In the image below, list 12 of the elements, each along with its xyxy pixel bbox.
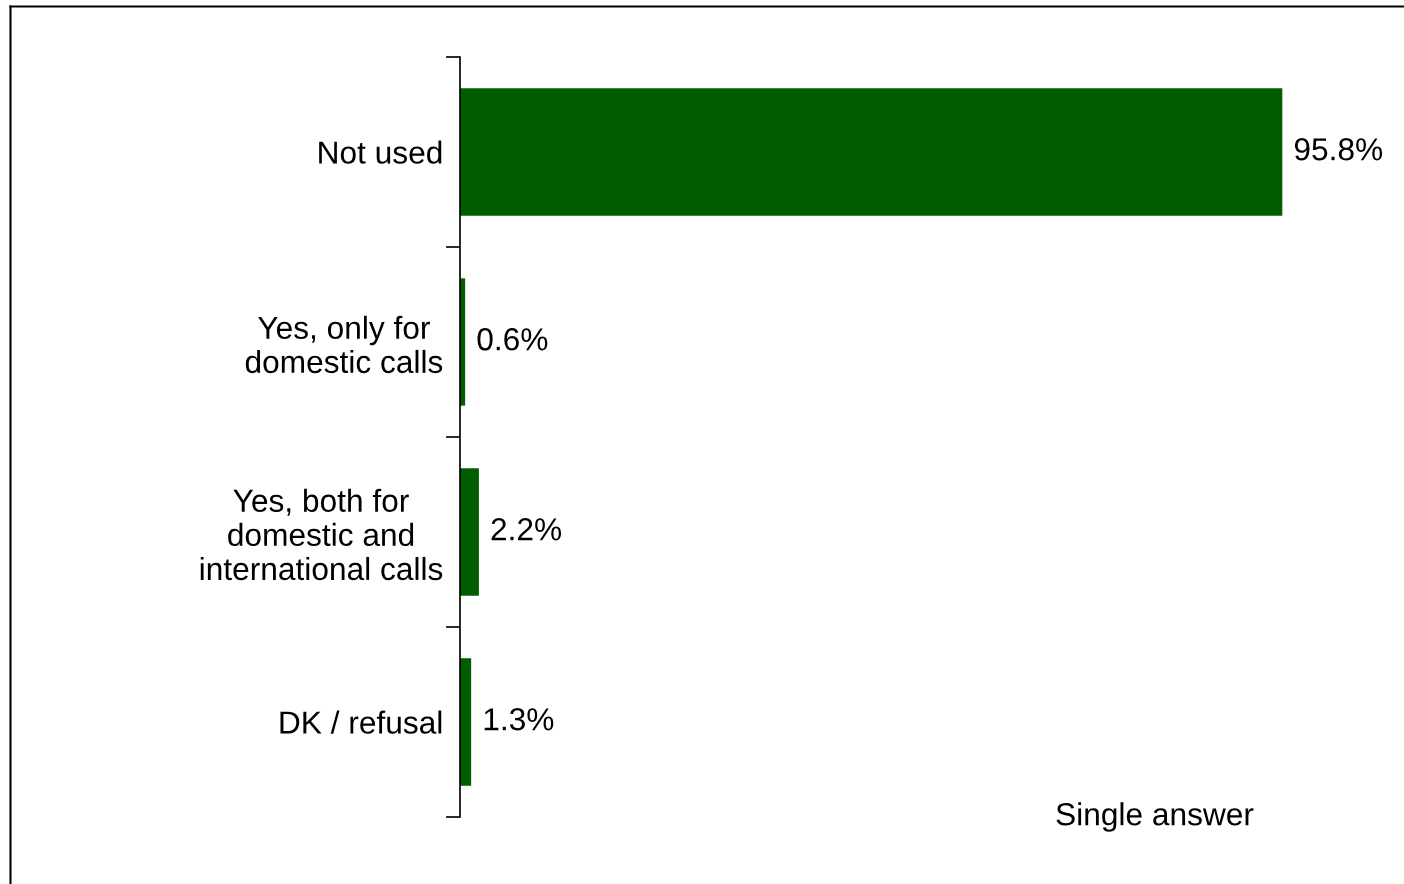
bar xyxy=(460,658,472,786)
data-label: 2.2% xyxy=(491,518,562,541)
data-label: 0.6% xyxy=(477,328,548,351)
y-tick-label: Yes, only for domestic calls xyxy=(245,315,443,374)
data-label: 95.8% xyxy=(1294,138,1383,161)
y-tick-label: DK / refusal xyxy=(280,710,442,734)
bar xyxy=(460,88,1283,216)
bar xyxy=(460,468,479,596)
data-label: 1.3% xyxy=(484,708,554,731)
y-tick-label: Not used xyxy=(319,140,442,164)
annotation: Single answer xyxy=(1056,802,1254,832)
y-tick-label: Yes, both for domestic and international calls xyxy=(200,488,443,581)
